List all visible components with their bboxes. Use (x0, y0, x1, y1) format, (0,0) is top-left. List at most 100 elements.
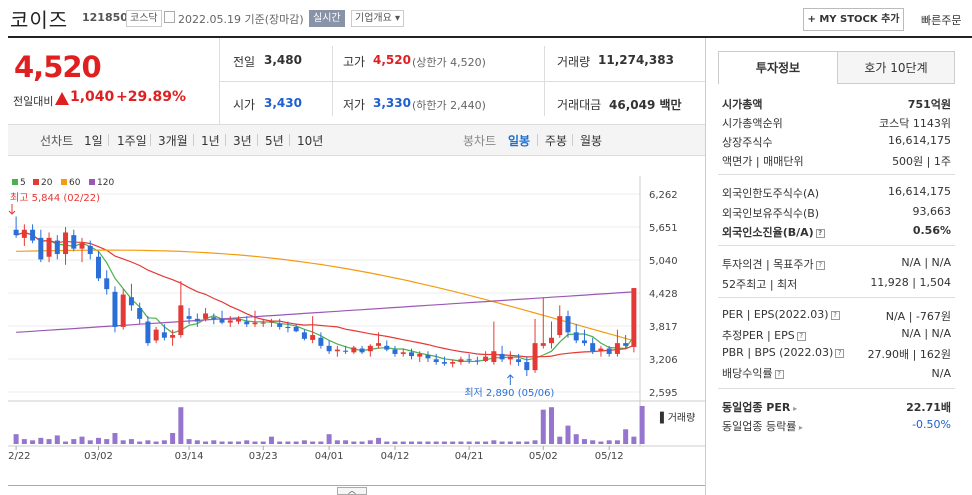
volume-bar (203, 441, 209, 444)
candle-body (524, 362, 530, 371)
foreign-limit-label: 외국인한도주식수(A) (722, 187, 820, 200)
open-value: 3,430 (264, 96, 302, 110)
candle-body (285, 326, 291, 329)
tab-3month[interactable]: 3개월 (158, 134, 188, 148)
tab-separator (572, 134, 573, 146)
tab-5year[interactable]: 5년 (265, 134, 284, 148)
tab-monthly[interactable]: 월봉 (580, 134, 603, 148)
moving-average-line (15, 231, 635, 358)
par-unit-value: 500원 | 1주 (892, 155, 951, 168)
pbr-text: PBR | BPS (2022.03) (722, 346, 834, 359)
volume-bar (516, 441, 522, 444)
tab-investment-info[interactable]: 투자정보 (718, 51, 838, 84)
tab-1week[interactable]: 1주일 (117, 134, 147, 148)
candle-body (581, 340, 587, 344)
divider (219, 81, 705, 82)
x-tick-label: 04/12 (381, 451, 410, 462)
candle-body (392, 349, 398, 354)
candle-body (244, 321, 250, 325)
help-icon[interactable]: ? (815, 228, 825, 238)
est-per-value: N/A | N/A (901, 327, 951, 340)
candle-body (466, 359, 472, 361)
volume-bar (120, 440, 126, 444)
low-arrow-icon (506, 374, 514, 385)
help-icon[interactable]: ? (835, 348, 845, 358)
candle-body (104, 278, 110, 290)
volume-bar (450, 441, 456, 444)
volume-bar (367, 440, 373, 444)
pbr-label: PBR | BPS (2022.03)? (722, 346, 845, 359)
candle-body (310, 335, 316, 340)
company-info-dropdown[interactable]: 기업개요 ▾ (351, 10, 404, 27)
help-icon[interactable]: ? (815, 260, 825, 270)
industry-per-label: 동일업종 PER ▸ (722, 399, 797, 415)
volume-bar (153, 441, 159, 444)
help-icon[interactable]: ? (796, 331, 806, 341)
volume-bar (466, 441, 472, 444)
volume-bar (277, 441, 283, 444)
quick-order-link[interactable]: 빠른주문 (921, 14, 962, 27)
cap-rank-value: 코스닥 1143위 (879, 117, 951, 130)
foreign-ratio-text: 외국인소진율(B/A) (722, 226, 814, 239)
candle-body (376, 343, 382, 346)
volume-bar (112, 432, 118, 444)
price-change-percent: +29.89% (116, 89, 187, 105)
header-divider (8, 36, 972, 38)
y-tick-label: 3,206 (649, 355, 678, 366)
stock-chart[interactable]: 6,262 5,651 5,040 4,428 3,817 3,206 2,595 5 20 60… (8, 176, 705, 481)
candle-body (408, 352, 414, 357)
volume-bar (285, 441, 291, 444)
x-tick-label: 03/14 (175, 451, 204, 462)
legend-swatch (33, 179, 39, 185)
tab-daily[interactable]: 일봉 (508, 134, 531, 148)
tab-line-chart[interactable]: 선차트 (40, 134, 74, 148)
volume-bar (573, 434, 579, 444)
help-icon[interactable]: ? (774, 369, 784, 379)
volume-bar (384, 441, 390, 444)
chevron-right-icon[interactable]: ▸ (790, 404, 798, 413)
moving-average-line (16, 249, 635, 342)
divider (718, 174, 955, 175)
tab-separator (150, 134, 151, 146)
tab-10year[interactable]: 10년 (297, 134, 324, 148)
volume-legend: ▌거래량 (660, 413, 696, 424)
volume-bar (507, 441, 513, 444)
legend-swatch (12, 179, 18, 185)
volume-bar (161, 440, 167, 444)
candle-body (128, 297, 134, 306)
help-icon[interactable]: ? (830, 310, 840, 320)
volume-value: 11,274,383 (598, 53, 674, 67)
legend-label: 120 (97, 178, 114, 188)
open-label: 시가 (233, 98, 256, 112)
candle-body (13, 229, 19, 236)
candle-body (631, 288, 637, 347)
candle-body (367, 345, 373, 352)
tab-candle-chart[interactable]: 봉차트 (463, 134, 497, 148)
investment-panel (705, 38, 972, 495)
volume-bar (194, 440, 200, 444)
volume-label: 거래량 (557, 55, 591, 69)
x-tick-label: 05/02 (529, 451, 558, 462)
chart-resize-handle[interactable]: ︿ (337, 487, 367, 495)
per-value: N/A | -767원 (885, 310, 951, 323)
per-text: PER | EPS(2022.03) (722, 308, 829, 321)
realtime-button[interactable]: 실시간 (309, 10, 345, 27)
chevron-right-icon[interactable]: ▸ (796, 423, 803, 432)
candle-body (87, 245, 93, 255)
tab-3year[interactable]: 3년 (233, 134, 252, 148)
add-mystock-button[interactable]: + MY STOCK 추가 (803, 8, 904, 31)
tab-weekly[interactable]: 주봉 (545, 134, 568, 148)
tab-1day[interactable]: 1일 (84, 134, 103, 148)
low-value: 3,330 (373, 96, 411, 110)
volume-bar (392, 441, 398, 444)
candle-body (400, 352, 406, 354)
tab-1year[interactable]: 1년 (201, 134, 220, 148)
volume-bar (474, 441, 480, 444)
candle-body (203, 313, 209, 319)
x-tick-label: 05/12 (595, 451, 624, 462)
tab-orderbook-10[interactable]: 호가 10단계 (837, 51, 955, 84)
candle-body (293, 326, 299, 332)
candle-body (441, 362, 447, 364)
volume-bar (54, 435, 60, 444)
industry-per-text: 동일업종 PER (722, 401, 791, 414)
